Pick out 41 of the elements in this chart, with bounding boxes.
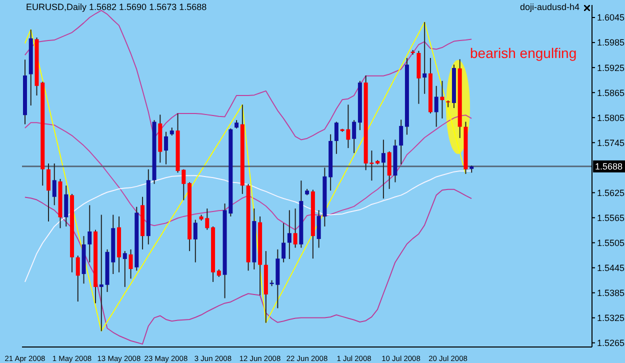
- chart-title: EURUSD,Daily 1.5682 1.5690 1.5673 1.5688: [26, 2, 207, 12]
- y-tick-label: 1.6045: [597, 12, 625, 23]
- line-series: [24, 188, 472, 345]
- line-series: [24, 170, 472, 282]
- candlestick: [422, 22, 427, 94]
- candlestick: [352, 120, 356, 154]
- y-tick-label: 1.5265: [597, 338, 625, 348]
- ref-line-label: 1.5688: [595, 161, 623, 172]
- candlestick: [122, 250, 127, 288]
- candlestick: [334, 121, 338, 154]
- candlestick: [99, 214, 104, 332]
- candlestick: [287, 210, 292, 260]
- candlestick: [434, 85, 438, 128]
- candlestick: [88, 204, 92, 263]
- candlestick: [399, 119, 404, 165]
- candlestick: [440, 80, 444, 119]
- candlestick: [282, 222, 286, 263]
- annotation: doji-audusd-h4: [520, 2, 580, 12]
- line-series: [24, 22, 466, 332]
- candlestick: [193, 219, 198, 263]
- y-tick-label: 1.5805: [597, 112, 625, 123]
- candlestick: [64, 185, 68, 227]
- candlestick: [46, 162, 51, 222]
- candlestick: [128, 248, 133, 280]
- y-tick-label: 1.5325: [597, 313, 625, 323]
- y-tick-label: 1.5985: [597, 38, 625, 48]
- candlestick: [52, 162, 56, 206]
- candlestick: [76, 255, 80, 302]
- y-tick-label: 1.5925: [597, 62, 625, 73]
- y-tick-label: 1.5505: [597, 238, 625, 248]
- y-tick-label: 1.5565: [597, 212, 625, 223]
- y-tick-label: 1.5385: [597, 288, 625, 298]
- candlestick: [381, 139, 386, 200]
- annotation: bearish engulfing: [470, 45, 577, 61]
- candlestick: [164, 131, 168, 165]
- y-tick-label: 1.5865: [597, 88, 625, 98]
- candlestick: [387, 150, 392, 190]
- y-tick-label: 1.5745: [597, 138, 625, 148]
- candlestick: [293, 208, 298, 248]
- y-tick-label: 1.5625: [597, 188, 625, 198]
- y-tick-label: 1.5445: [597, 262, 625, 273]
